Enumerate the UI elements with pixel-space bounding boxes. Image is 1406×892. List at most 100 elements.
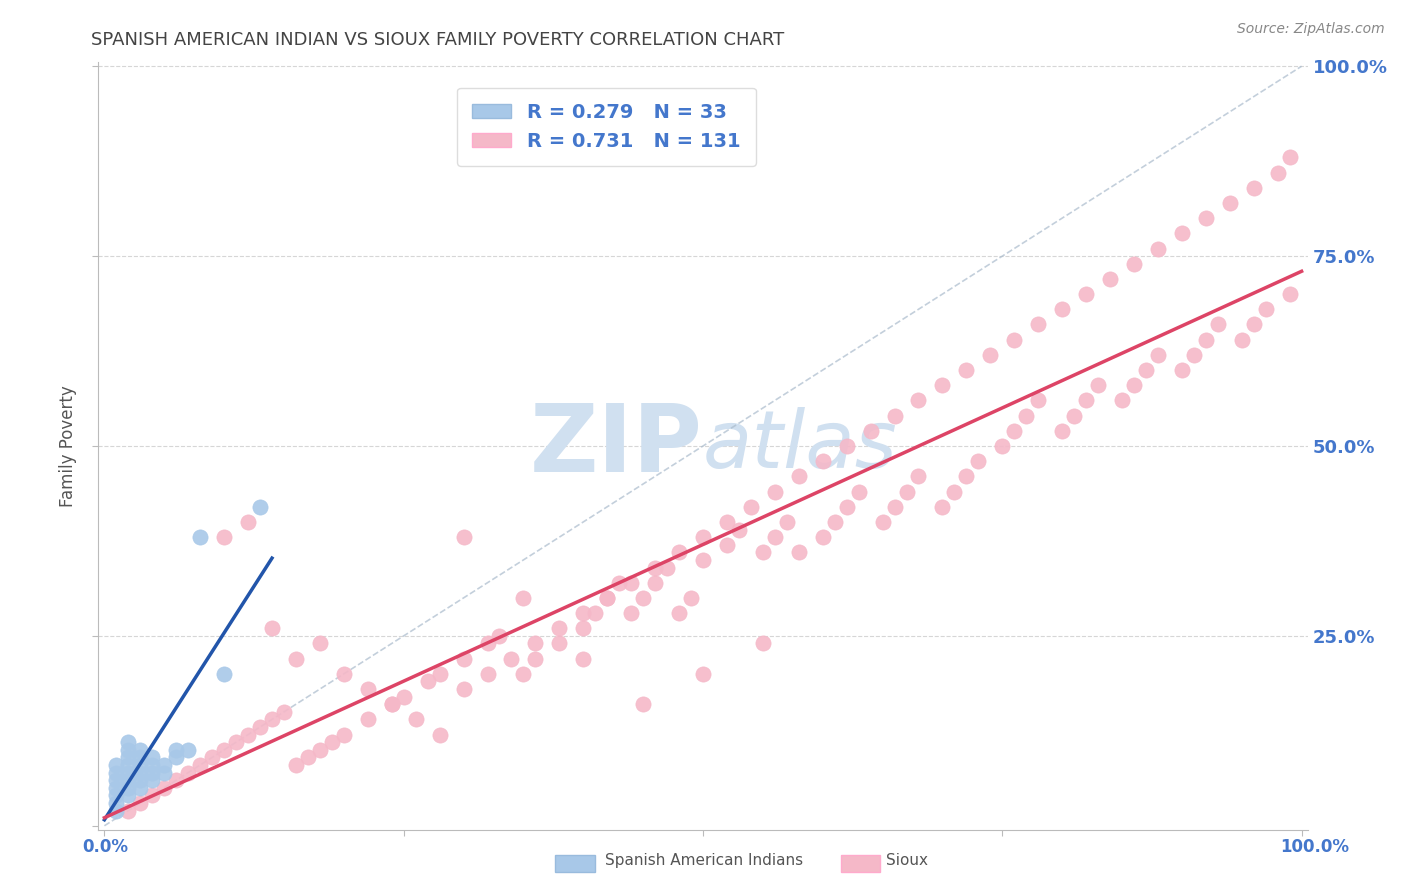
Point xyxy=(883,500,905,514)
Point xyxy=(1074,393,1097,408)
Point xyxy=(1195,333,1218,347)
Point xyxy=(141,750,163,764)
Point xyxy=(165,773,187,788)
Point xyxy=(1123,378,1146,392)
Point xyxy=(548,636,571,650)
Y-axis label: Family Poverty: Family Poverty xyxy=(59,385,77,507)
Point xyxy=(728,523,751,537)
Point xyxy=(1182,348,1205,362)
Point xyxy=(249,500,271,514)
Point xyxy=(835,500,858,514)
Point xyxy=(524,636,547,650)
Point xyxy=(872,515,894,529)
Point xyxy=(1243,318,1265,332)
Point xyxy=(405,713,427,727)
Point xyxy=(1135,363,1157,377)
Point xyxy=(153,780,176,795)
Point xyxy=(105,758,128,772)
Point xyxy=(596,591,619,605)
Point xyxy=(177,743,200,757)
Point xyxy=(896,484,918,499)
Point xyxy=(260,713,283,727)
Point xyxy=(105,789,128,803)
Point xyxy=(129,780,152,795)
Point xyxy=(165,750,187,764)
Point xyxy=(1026,318,1049,332)
Point xyxy=(165,743,187,757)
Point xyxy=(321,735,343,749)
Point xyxy=(129,765,152,780)
Point xyxy=(1111,393,1133,408)
Point xyxy=(105,796,128,810)
Point xyxy=(692,666,714,681)
Point xyxy=(1074,287,1097,301)
Text: Spanish American Indians: Spanish American Indians xyxy=(605,854,803,868)
Point xyxy=(129,743,152,757)
Point xyxy=(225,735,247,749)
Point xyxy=(979,348,1001,362)
Point xyxy=(572,651,595,665)
Point xyxy=(1278,150,1301,164)
Point xyxy=(679,591,702,605)
Point xyxy=(512,666,534,681)
Point xyxy=(117,765,139,780)
Point xyxy=(212,743,235,757)
Point xyxy=(1147,348,1170,362)
Point xyxy=(907,393,929,408)
Point xyxy=(631,698,654,712)
Point xyxy=(644,560,666,574)
Text: 0.0%: 0.0% xyxy=(83,838,128,855)
Point xyxy=(811,530,834,544)
Point xyxy=(105,773,128,788)
Point xyxy=(991,439,1014,453)
Point xyxy=(212,530,235,544)
Point xyxy=(297,750,319,764)
Legend: R = 0.279   N = 33, R = 0.731   N = 131: R = 0.279 N = 33, R = 0.731 N = 131 xyxy=(457,87,756,166)
Point xyxy=(548,621,571,635)
Point xyxy=(429,728,451,742)
Point xyxy=(848,484,870,499)
Point xyxy=(153,758,176,772)
Point xyxy=(716,538,738,552)
Point xyxy=(488,629,510,643)
Point xyxy=(117,750,139,764)
Point xyxy=(177,765,200,780)
Point xyxy=(824,515,846,529)
Point xyxy=(477,666,499,681)
Point xyxy=(787,469,810,483)
Point xyxy=(1278,287,1301,301)
Point xyxy=(955,363,977,377)
Text: Sioux: Sioux xyxy=(886,854,928,868)
Point xyxy=(105,765,128,780)
Point xyxy=(907,469,929,483)
Point xyxy=(129,773,152,788)
Point xyxy=(117,758,139,772)
Point xyxy=(284,651,307,665)
Point xyxy=(129,796,152,810)
Point xyxy=(787,545,810,559)
Point xyxy=(1195,211,1218,226)
Text: SPANISH AMERICAN INDIAN VS SIOUX FAMILY POVERTY CORRELATION CHART: SPANISH AMERICAN INDIAN VS SIOUX FAMILY … xyxy=(91,31,785,49)
Point xyxy=(357,713,380,727)
Point xyxy=(512,591,534,605)
Point xyxy=(501,651,523,665)
Point xyxy=(1050,424,1073,438)
Point xyxy=(583,606,606,620)
Point xyxy=(859,424,882,438)
Point xyxy=(967,454,990,468)
Point xyxy=(105,804,128,818)
Point xyxy=(763,530,786,544)
Point xyxy=(381,698,404,712)
Point xyxy=(740,500,762,514)
Point xyxy=(620,575,643,590)
Point xyxy=(692,530,714,544)
Point xyxy=(752,636,775,650)
Point xyxy=(811,454,834,468)
Point xyxy=(572,606,595,620)
Text: atlas: atlas xyxy=(703,407,898,485)
Point xyxy=(1002,333,1025,347)
Point xyxy=(931,500,953,514)
Point xyxy=(141,765,163,780)
Point xyxy=(117,773,139,788)
Point xyxy=(668,606,690,620)
